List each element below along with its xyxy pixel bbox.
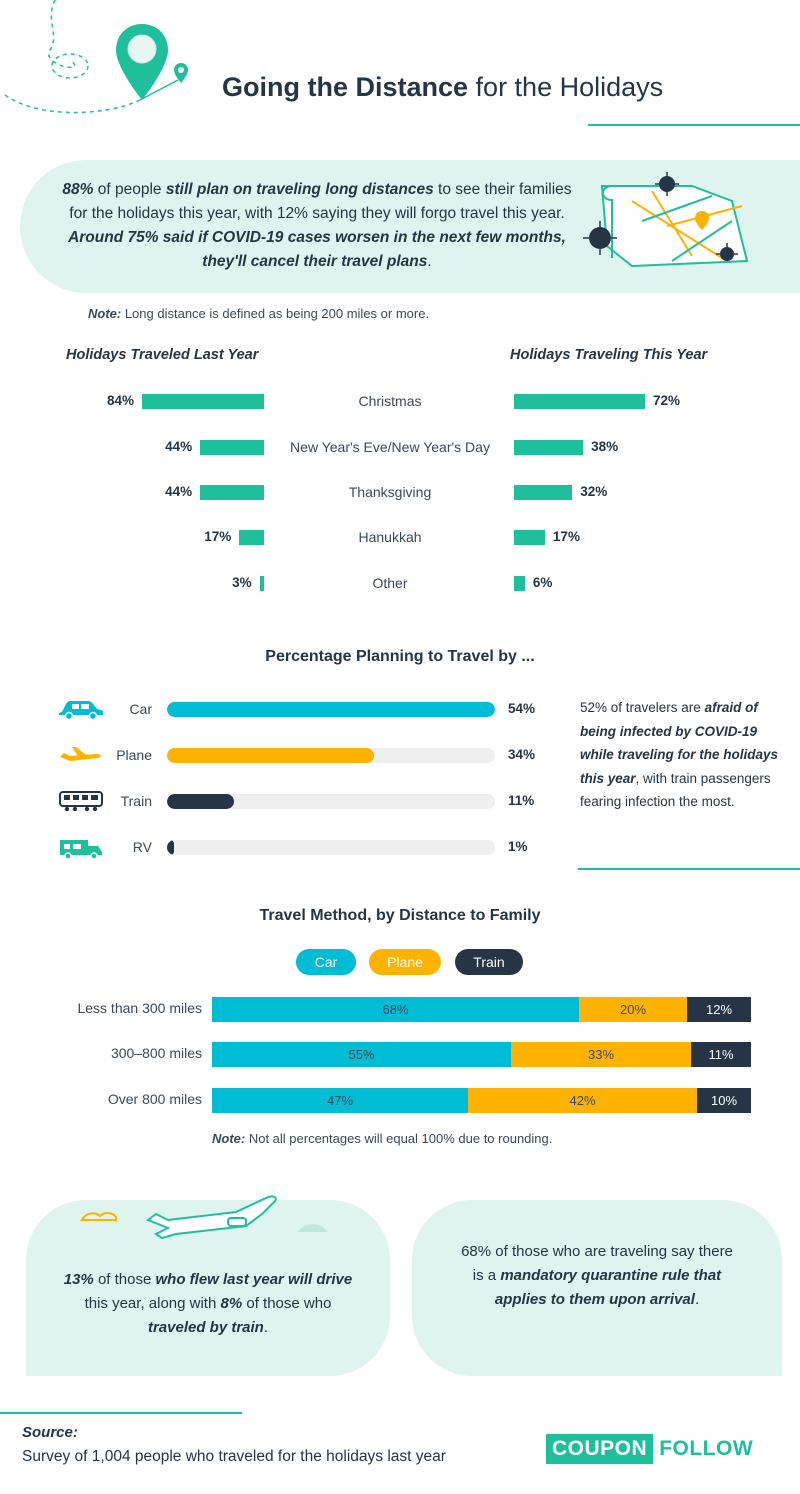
seg-train-300-800-miles: 11% [691,1042,751,1067]
pct-this-year-other: 6% [532,575,553,590]
last-year-header: Holidays Traveled Last Year [66,347,259,363]
virus-map-icon [583,172,749,268]
plane-icon [58,744,104,768]
note-long-distance: Note: Long distance is defined as being … [88,306,430,321]
car-icon [58,698,104,722]
mode-label-rv: RV [132,839,152,855]
pct-last-year-other: 3% [232,575,252,590]
brand-logo-text: FOLLOW [659,1437,754,1460]
pct-this-year-christmas: 72% [653,393,681,408]
pct-last-year-hanukkah: 17% [204,529,232,544]
header-divider [588,124,800,126]
seg-car-300-800-miles: 55% [212,1042,511,1067]
dist-label-less-than-300-miles: Less than 300 miles [77,1000,202,1016]
seg-car-less-than-300-miles: 68% [212,997,579,1022]
bar-this-year-thanksgiving [514,485,573,500]
pct-last-year-new-year-s-eve-new-year-s-day: 44% [165,439,193,454]
mode-label-car: Car [129,701,152,717]
seg-car-over-800-miles: 47% [212,1088,468,1113]
mode-pct-plane: 34% [508,747,536,762]
label-hanukkah: Hanukkah [358,529,422,545]
bar-this-year-new-year-s-eve-new-year-s-day [514,440,584,455]
track-plane [167,748,495,763]
source-text: Survey of 1,004 people who traveled for … [22,1448,446,1465]
side-note: 52% of travelers are afraid of being inf… [580,700,779,809]
pct-last-year-christmas: 84% [106,393,134,408]
pct-this-year-thanksgiving: 32% [580,484,608,499]
bar-last-year-other [259,576,264,591]
plane-illustration [80,1195,328,1240]
seg-plane-less-than-300-miles: 20% [579,997,687,1022]
header-decoration [4,0,179,114]
mode-label-plane: Plane [116,747,152,763]
brand-logo-box: COUPON [546,1434,654,1464]
legend-plane: Plane [369,949,441,975]
bar-this-year-christmas [514,394,645,409]
seg-plane-300-800-miles: 33% [511,1042,691,1067]
note-rounding: Note: Not all percentages will equal 100… [212,1131,553,1146]
mode-label-train: Train [120,793,152,809]
fill-plane [167,748,374,763]
mode-pct-train: 11% [508,793,535,808]
bar-this-year-other [514,576,525,591]
legend-car: Car [296,949,356,975]
side-note-divider [578,868,800,870]
dist-label-300-800-miles: 300–800 miles [110,1045,202,1061]
label-other: Other [372,575,408,591]
pct-this-year-hanukkah: 17% [552,529,580,544]
map-pin-icon [116,24,168,100]
track-rv [167,840,495,855]
seg-train-less-than-300-miles: 12% [687,997,751,1022]
seg-train-over-800-miles: 10% [697,1088,751,1113]
label-new-year-s-eve-new-year-s-day: New Year's Eve/New Year's Day [290,439,490,455]
mode-chart-title: Percentage Planning to Travel by ... [265,648,535,665]
fill-car [167,702,495,717]
card-right-text: 68% of those who are traveling say there… [461,1243,733,1308]
track-car [167,702,495,717]
label-thanksgiving: Thanksgiving [348,484,432,500]
pct-last-year-thanksgiving: 44% [165,484,193,499]
card-right [412,1200,782,1376]
pct-this-year-new-year-s-eve-new-year-s-day: 38% [591,439,619,454]
distance-chart-title: Travel Method, by Distance to Family [259,907,541,924]
fill-train [167,794,234,809]
fill-rv [167,840,174,855]
mode-pct-car: 54% [508,701,536,716]
source-label: Source: [22,1424,78,1441]
legend-train: Train [455,949,523,975]
bar-last-year-christmas [142,394,264,409]
train-icon [58,790,104,814]
bar-last-year-new-year-s-eve-new-year-s-day [200,440,264,455]
page-title: Going the Distance for the Holidays [222,72,664,102]
label-christmas: Christmas [358,393,422,409]
intro-text: 88% of people still plan on traveling lo… [62,181,572,270]
seg-plane-over-800-miles: 42% [468,1088,697,1113]
track-train [167,794,495,809]
small-pin-icon [174,63,188,83]
mode-pct-rv: 1% [508,839,528,854]
dist-label-over-800-miles: Over 800 miles [107,1091,202,1107]
rv-icon [58,836,104,860]
card-left-text: 13% of those who flew last year will dri… [63,1271,353,1336]
bar-this-year-hanukkah [514,530,545,545]
bar-last-year-thanksgiving [200,485,264,500]
bar-last-year-hanukkah [239,530,264,545]
brand-logo: COUPON FOLLOW [546,1434,753,1466]
this-year-header: Holidays Traveling This Year [510,347,708,363]
source-divider [0,1412,242,1414]
